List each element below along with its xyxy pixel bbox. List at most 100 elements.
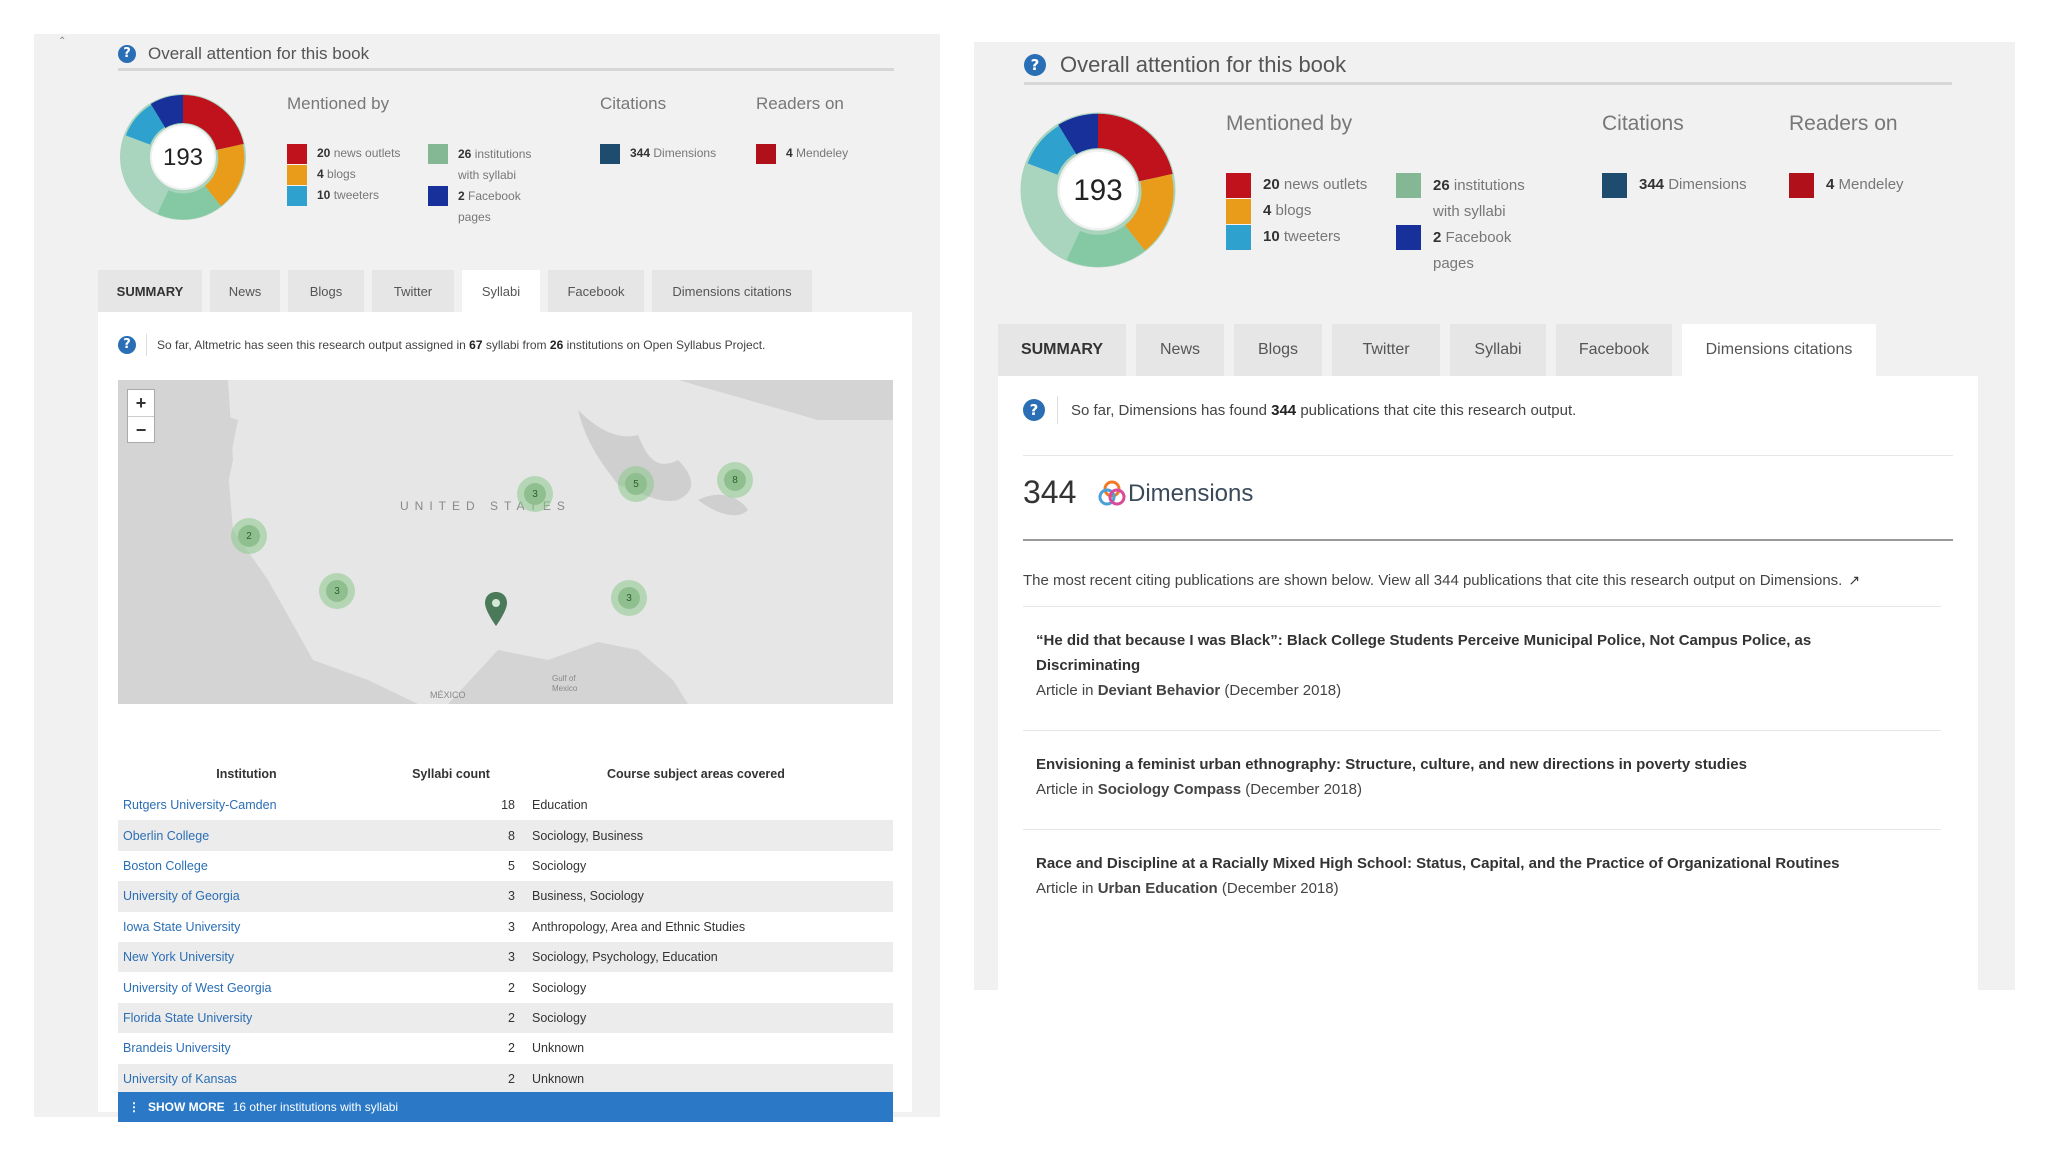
subject-areas: Education <box>532 798 588 813</box>
mention-news[interactable]: 20 news outlets <box>287 144 400 164</box>
help-icon[interactable]: ? <box>1024 54 1046 76</box>
tab-blogs[interactable]: Blogs <box>1234 324 1322 376</box>
divider <box>1023 829 1941 830</box>
altmetric-donut[interactable]: 193 <box>1018 110 1178 270</box>
show-more-text: 16 other institutions with syllabi <box>232 1100 399 1114</box>
tweeters-text: 10 tweeters <box>317 188 380 202</box>
dimensions-logo[interactable]: Dimensions <box>1098 480 1253 508</box>
institution-link[interactable]: Oberlin College <box>118 820 375 851</box>
citing-article[interactable]: Race and Discipline at a Racially Mixed … <box>1036 851 1916 901</box>
syllabi-count: 8 <box>375 820 527 851</box>
institution-link[interactable]: New York University <box>118 941 375 973</box>
tab-summary[interactable]: SUMMARY <box>98 270 202 312</box>
citations-heading: Citations <box>1602 112 1684 135</box>
citing-article[interactable]: “He did that because I was Black”: Black… <box>1036 628 1916 703</box>
institutions-body: Rutgers University-Camden 18 Education Ober… <box>118 790 893 1094</box>
syllabi-swatch <box>428 144 448 164</box>
tab-dimensions-citations[interactable]: Dimensions citations <box>1682 324 1876 376</box>
citing-article[interactable]: Envisioning a feminist urban ethnography… <box>1036 752 1916 802</box>
zoom-in-button[interactable]: + <box>128 390 154 417</box>
syllabi-count: 18 <box>501 798 515 813</box>
tab-facebook[interactable]: Facebook <box>1556 324 1672 376</box>
institution-link[interactable]: University of West Georgia <box>123 980 272 995</box>
mendeley-text: 4 Mendeley <box>786 146 849 160</box>
syllabi-text: 26 institutions with syllabi <box>458 147 532 182</box>
subject-areas: Sociology <box>532 858 587 873</box>
dimensions-content: ? So far, Dimensions has found 344 publi… <box>998 376 1978 1021</box>
mention-blogs[interactable]: 4 blogs <box>287 165 356 185</box>
map-cluster[interactable]: 8 <box>717 462 753 498</box>
reader-mendeley[interactable]: 4 Mendeley <box>756 144 848 164</box>
map-cluster[interactable]: 2 <box>231 518 267 554</box>
tab-twitter[interactable]: Twitter <box>1332 324 1440 376</box>
reader-mendeley[interactable]: 4 Mendeley <box>1789 173 1904 198</box>
mention-syllabi[interactable]: 26 institutions with syllabi <box>1396 173 1525 225</box>
collapse-caret-icon[interactable]: ⌃ <box>58 36 67 47</box>
mention-facebook[interactable]: 2 Facebook pages <box>1396 225 1511 277</box>
syllabi-count: 2 <box>508 1041 515 1056</box>
dimensions-swatch <box>1602 173 1627 198</box>
tab-syllabi[interactable]: Syllabi <box>1450 324 1546 376</box>
recent-text-row: The most recent citing publications are … <box>1023 572 1860 589</box>
institution-link[interactable]: Florida State University <box>118 1002 375 1034</box>
map-cluster[interactable]: 3 <box>319 573 355 609</box>
map-gulf-label: Gulf of Mexico <box>552 674 578 693</box>
subject-areas: Unknown <box>527 1063 893 1094</box>
article-meta: Article in Urban Education (December 201… <box>1036 880 1339 897</box>
syllabi-map[interactable]: + − UNITED STATES MÉXICO Gulf of Mexico … <box>118 380 893 704</box>
mention-tweeters[interactable]: 10 tweeters <box>1226 225 1341 250</box>
recent-text: The most recent citing publications are … <box>1023 572 1843 589</box>
syllabi-count: 2 <box>375 1002 527 1034</box>
mendeley-swatch <box>1789 173 1814 198</box>
article-meta: Article in Deviant Behavior (December 20… <box>1036 682 1342 699</box>
citation-dimensions[interactable]: 344 Dimensions <box>1602 173 1747 198</box>
mention-news[interactable]: 20 news outlets <box>1226 173 1367 198</box>
help-icon[interactable]: ? <box>118 336 136 354</box>
map-cluster[interactable]: 5 <box>618 466 654 502</box>
tab-dimensions-citations[interactable]: Dimensions citations <box>652 270 812 312</box>
tab-summary[interactable]: SUMMARY <box>998 324 1126 376</box>
tab-blogs[interactable]: Blogs <box>288 270 364 312</box>
map-cluster[interactable]: 3 <box>611 580 647 616</box>
zoom-out-button[interactable]: − <box>135 419 147 440</box>
tab-facebook[interactable]: Facebook <box>548 270 644 312</box>
mention-tweeters[interactable]: 10 tweeters <box>287 186 379 206</box>
news-text: 20 news outlets <box>317 146 401 160</box>
help-icon[interactable]: ? <box>118 45 136 63</box>
map-cluster[interactable]: 3 <box>517 476 553 512</box>
attention-header: ? Overall attention for this book <box>1024 52 1346 78</box>
separator <box>146 334 147 356</box>
institution-link[interactable]: Brandeis University <box>123 1041 231 1056</box>
mendeley-swatch <box>756 144 776 164</box>
article-title[interactable]: Race and Discipline at a Racially Mixed … <box>1036 855 1840 872</box>
help-icon[interactable]: ? <box>1023 399 1045 421</box>
map-zoom-control: + − <box>127 389 155 443</box>
subject-areas: Sociology <box>527 1002 893 1034</box>
institution-link[interactable]: University of Kansas <box>118 1063 375 1094</box>
show-more-button[interactable]: ⋮ SHOW MORE 16 other institutions with s… <box>118 1092 893 1122</box>
altmetric-donut[interactable]: 193 <box>118 92 248 222</box>
syllabi-swatch <box>1396 173 1421 198</box>
article-title[interactable]: “He did that because I was Black”: Black… <box>1036 632 1812 674</box>
tab-twitter[interactable]: Twitter <box>372 270 454 312</box>
tab-news[interactable]: News <box>210 270 280 312</box>
institution-link[interactable]: Rutgers University-Camden <box>123 798 277 813</box>
article-title[interactable]: Envisioning a feminist urban ethnography… <box>1036 756 1747 773</box>
syllabi-text: 26 institutions with syllabi <box>1433 177 1525 220</box>
mention-syllabi[interactable]: 26 institutions with syllabi <box>428 144 531 186</box>
header-rule <box>118 68 894 71</box>
tab-news[interactable]: News <box>1136 324 1224 376</box>
citation-dimensions[interactable]: 344 Dimensions <box>600 144 716 164</box>
divider <box>1023 606 1941 607</box>
subject-areas: Sociology, Psychology, Education <box>527 941 893 973</box>
facebook-swatch <box>428 186 448 206</box>
mention-facebook[interactable]: 2 Facebook pages <box>428 186 521 228</box>
map-pin-icon[interactable] <box>484 592 508 628</box>
institution-link[interactable]: University of Georgia <box>118 881 375 912</box>
news-swatch <box>287 144 307 164</box>
institution-link[interactable]: Iowa State University <box>123 919 241 934</box>
institution-link[interactable]: Boston College <box>123 858 208 873</box>
external-link-icon[interactable]: ↗ <box>1848 572 1861 588</box>
mention-blogs[interactable]: 4 blogs <box>1226 199 1311 224</box>
tab-syllabi[interactable]: Syllabi <box>462 270 540 312</box>
